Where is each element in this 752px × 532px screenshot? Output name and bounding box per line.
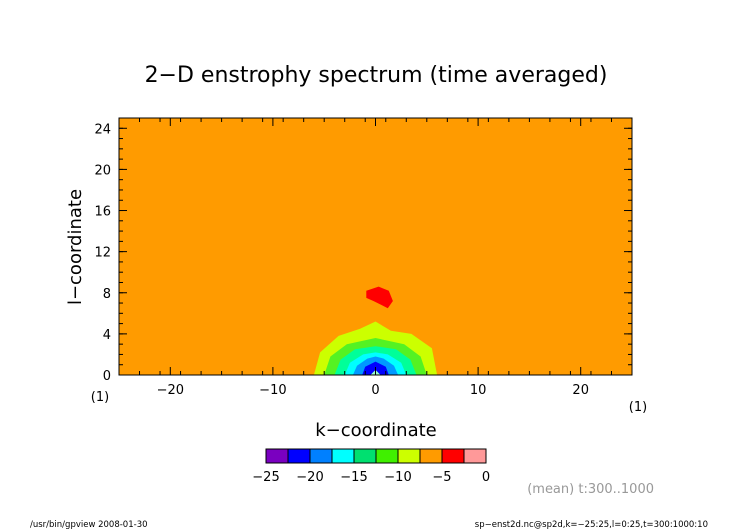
x-tick-label: 20 [572, 383, 589, 398]
colorbar-swatch [266, 449, 288, 463]
colorbar-tick-label: −15 [340, 470, 367, 485]
y-tick-label: 24 [94, 122, 111, 137]
colorbar: −25 −20 −15 −10 −5 0 [252, 448, 490, 485]
chart-title: 2−D enstrophy spectrum (time averaged) [145, 63, 608, 88]
colorbar-tick-label: −10 [384, 470, 411, 485]
mean-annotation: (mean) t:300..1000 [527, 482, 654, 497]
colorbar-swatch [464, 449, 486, 463]
colorbar-frame [265, 448, 487, 464]
x-tick-label: −20 [157, 383, 184, 398]
y-axis-label: l−coordinate [65, 189, 86, 305]
y-tick-label: 16 [94, 205, 111, 220]
contour-region-7 [366, 286, 393, 309]
colorbar-tick-label: −20 [296, 470, 323, 485]
colorbar-tick-label: 0 [482, 470, 490, 485]
colorbar-swatch [354, 449, 376, 463]
x-tick-label: 0 [371, 383, 379, 398]
x-tick-label: −10 [259, 383, 286, 398]
y-tick-label: 20 [94, 163, 111, 178]
colorbar-swatch [420, 449, 442, 463]
footer-left: /usr/bin/gpview 2008-01-30 [30, 520, 148, 530]
colorbar-swatch [398, 449, 420, 463]
y-axis-ticks: 0 4 8 12 16 20 24 [94, 117, 632, 384]
x-axis-unit-left: (1) [91, 390, 109, 405]
x-tick-label: 10 [470, 383, 487, 398]
colorbar-swatch [288, 449, 310, 463]
colorbar-tick-label: −25 [252, 470, 279, 485]
y-tick-label: 12 [94, 246, 111, 261]
x-axis-ticks: −20 −10 0 10 20 [118, 118, 633, 398]
x-axis-label: k−coordinate [315, 420, 437, 441]
y-tick-label: 4 [103, 328, 111, 343]
colorbar-swatch [310, 449, 332, 463]
y-axis-unit-right: (1) [629, 400, 647, 415]
colorbar-tick-label: −5 [432, 470, 451, 485]
colorbar-swatch [442, 449, 464, 463]
contour-layer [313, 286, 438, 375]
y-tick-label: 0 [103, 369, 111, 384]
colorbar-swatch [376, 449, 398, 463]
plot-area: −20 −10 0 10 20 0 4 8 12 16 20 24 [94, 117, 633, 398]
y-tick-label: 8 [103, 287, 111, 302]
colorbar-swatch [332, 449, 354, 463]
footer-right: sp−enst2d.nc@sp2d,k=−25:25,l=0:25,t=300:… [475, 520, 708, 530]
